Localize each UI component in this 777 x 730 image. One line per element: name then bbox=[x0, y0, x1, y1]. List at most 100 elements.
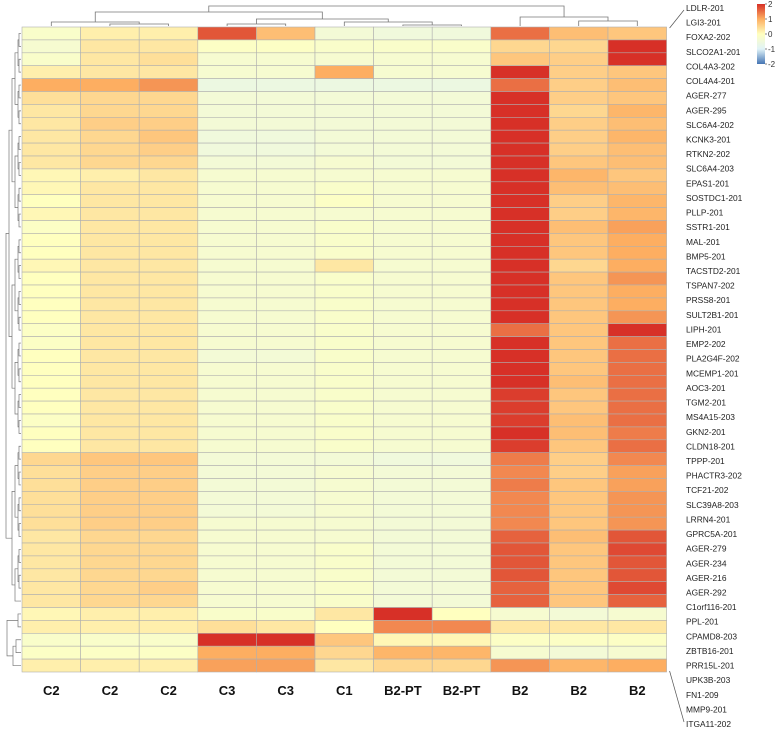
row-label: MS4A15-203 bbox=[686, 412, 735, 422]
heatmap-cell bbox=[314, 26, 374, 41]
heatmap-cell bbox=[549, 400, 609, 415]
heatmap-cell bbox=[549, 284, 609, 299]
heatmap-cell bbox=[607, 26, 667, 41]
heatmap-cell bbox=[256, 491, 316, 505]
heatmap-cell bbox=[490, 645, 550, 660]
row-label: TSPAN7-202 bbox=[686, 281, 735, 291]
row-label: MMP9-201 bbox=[686, 704, 727, 714]
heatmap-cell bbox=[80, 336, 140, 350]
heatmap-cell bbox=[138, 52, 199, 66]
row-label: FN1-209 bbox=[686, 690, 719, 700]
heatmap-cell bbox=[80, 478, 140, 492]
heatmap-cell bbox=[490, 581, 550, 595]
heatmap-cell bbox=[490, 374, 550, 389]
heatmap-cell bbox=[431, 452, 492, 466]
heatmap-cell bbox=[314, 129, 374, 144]
heatmap-cell bbox=[314, 594, 374, 608]
heatmap-cell bbox=[607, 91, 667, 105]
heatmap-cell bbox=[373, 297, 433, 312]
heatmap-cell bbox=[431, 555, 492, 570]
heatmap-cell bbox=[314, 426, 374, 441]
heatmap-cell bbox=[431, 220, 492, 234]
heatmap-cell bbox=[138, 117, 199, 131]
heatmap-cell bbox=[373, 400, 433, 415]
heatmap-cell bbox=[373, 387, 433, 402]
heatmap-cell bbox=[607, 413, 667, 428]
heatmap-cell bbox=[138, 413, 199, 428]
heatmap-cell bbox=[607, 555, 667, 570]
heatmap-cell bbox=[197, 568, 257, 582]
column-label: B2-PT bbox=[443, 683, 481, 698]
heatmap-cell bbox=[21, 271, 81, 286]
row-dendrogram-branch bbox=[12, 645, 21, 666]
heatmap-cell bbox=[256, 78, 316, 92]
heatmap-cell bbox=[197, 323, 257, 337]
heatmap-cell bbox=[314, 52, 374, 66]
heatmap-cell bbox=[431, 439, 492, 453]
heatmap-cell bbox=[21, 516, 81, 531]
column-label: C3 bbox=[219, 683, 236, 698]
heatmap-cell bbox=[431, 194, 492, 208]
heatmap-cell bbox=[256, 258, 316, 273]
heatmap-cell bbox=[314, 568, 374, 582]
heatmap-cell bbox=[256, 632, 316, 647]
heatmap-cell bbox=[138, 542, 199, 557]
heatmap-cell bbox=[431, 91, 492, 105]
heatmap-cell bbox=[256, 52, 316, 66]
heatmap-cell bbox=[138, 91, 199, 105]
heatmap-cell bbox=[256, 413, 316, 428]
heatmap-cell bbox=[607, 117, 667, 131]
heatmap-cell bbox=[21, 168, 81, 183]
heatmap-cell bbox=[607, 542, 667, 557]
heatmap-cell bbox=[549, 207, 609, 221]
heatmap-cell bbox=[197, 65, 257, 79]
heatmap-cell bbox=[431, 39, 492, 54]
heatmap-cell bbox=[607, 607, 667, 621]
row-label: PPL-201 bbox=[686, 617, 719, 627]
heatmap-cell bbox=[256, 310, 316, 324]
heatmap-cell bbox=[197, 129, 257, 144]
heatmap-cell bbox=[431, 400, 492, 415]
heatmap-cell bbox=[490, 516, 550, 531]
row-dendrogram-branch bbox=[14, 465, 18, 518]
heatmap-cell bbox=[490, 297, 550, 312]
heatmap-cell bbox=[197, 168, 257, 183]
heatmap-cell bbox=[607, 104, 667, 118]
heatmap-cell bbox=[549, 387, 609, 402]
heatmap-cell bbox=[138, 129, 199, 144]
heatmap-cell bbox=[373, 452, 433, 466]
heatmap-cell bbox=[490, 426, 550, 441]
heatmap-cell bbox=[80, 246, 140, 260]
heatmap-cell bbox=[197, 645, 257, 660]
column-dendrogram bbox=[50, 5, 638, 26]
heatmap-cell bbox=[314, 349, 374, 363]
heatmap-cell bbox=[21, 117, 81, 131]
heatmap-cell bbox=[373, 491, 433, 505]
heatmap-cell bbox=[549, 129, 609, 144]
heatmap-cell bbox=[549, 516, 609, 531]
heatmap-cell bbox=[549, 374, 609, 389]
heatmap-cell bbox=[138, 607, 199, 621]
heatmap-cell bbox=[373, 310, 433, 324]
heatmap-cell bbox=[21, 542, 81, 557]
heatmap-cell bbox=[607, 297, 667, 312]
heatmap-cell bbox=[314, 220, 374, 234]
row-dendrogram-branch bbox=[18, 187, 21, 202]
heatmap-cell bbox=[607, 233, 667, 247]
heatmap-cell bbox=[256, 246, 316, 260]
heatmap-cell bbox=[21, 284, 81, 299]
column-label: B2 bbox=[570, 683, 587, 698]
row-label: ZBTB16-201 bbox=[686, 646, 734, 656]
row-dendrogram-branch bbox=[6, 620, 18, 657]
heatmap-cell bbox=[431, 349, 492, 363]
heatmap-cell bbox=[373, 129, 433, 144]
heatmap-cell bbox=[197, 26, 257, 41]
heatmap-cell bbox=[607, 207, 667, 221]
heatmap-cell bbox=[431, 426, 492, 441]
heatmap-cell bbox=[197, 142, 257, 157]
heatmap-cell bbox=[431, 168, 492, 183]
row-label: COL4A4-201 bbox=[686, 76, 735, 86]
heatmap-cell bbox=[80, 594, 140, 608]
row-label: COL4A3-202 bbox=[686, 61, 735, 71]
heatmap-cell bbox=[256, 516, 316, 531]
